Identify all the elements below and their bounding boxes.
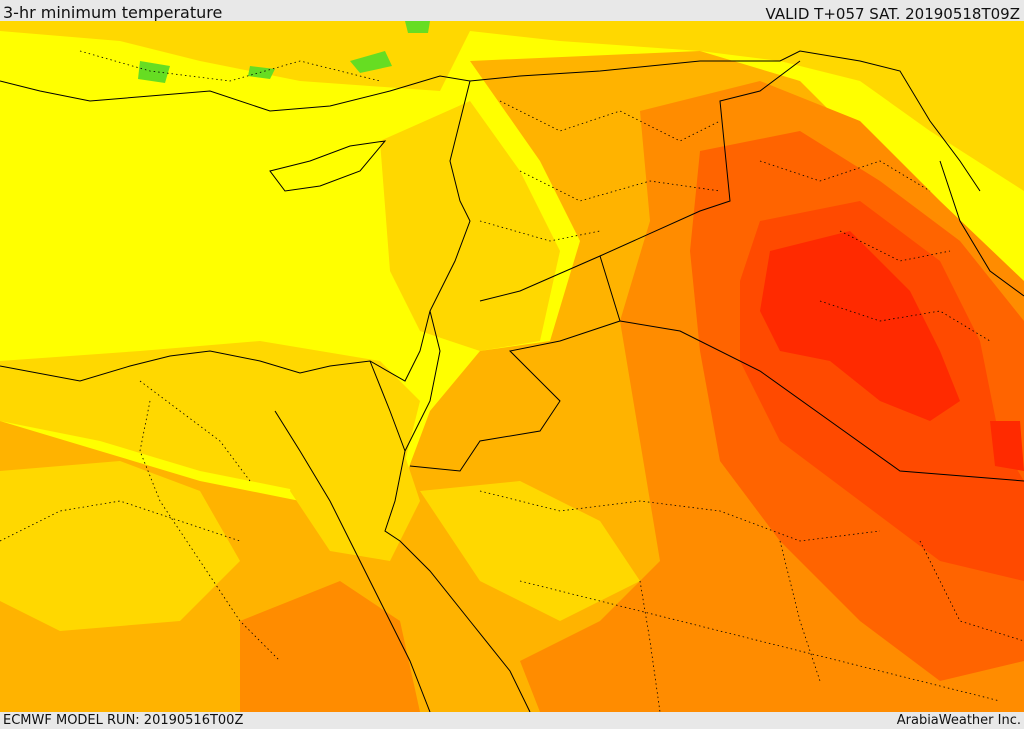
syria-iraq-border: [479, 60, 801, 302]
jordan-saudi-border: [409, 255, 621, 472]
gold-region-hejaz: [420, 481, 640, 621]
gulf-coastline: [939, 160, 1024, 297]
gold-region-sinai: [290, 441, 420, 561]
gold-region-north: [0, 21, 1024, 191]
temperature-map-canvas: [0, 21, 1024, 712]
map-footer: ECMWF MODEL RUN: 20190516T00Z ArabiaWeat…: [0, 712, 1024, 729]
turkey-border: [469, 50, 981, 192]
green-patch-4: [405, 21, 430, 33]
red-sea-east-coast: [384, 450, 531, 712]
red-sea-west-coast: [274, 410, 431, 712]
valid-time-label: VALID T+057 SAT. 20190518T09Z: [765, 5, 1020, 23]
green-patch-1: [138, 61, 170, 83]
gold-region-levant: [380, 101, 560, 351]
egypt-israel-border: [369, 360, 406, 452]
gold-region-egypt-south: [0, 461, 240, 631]
province-boundaries: [0, 50, 1024, 712]
map-title: 3-hr minimum temperature: [3, 3, 223, 22]
jordan-israel-border: [404, 310, 441, 452]
model-run-label: ECMWF MODEL RUN: 20190516T00Z: [3, 713, 244, 728]
green-patch-2: [248, 66, 275, 79]
credit-label: ArabiaWeather Inc.: [896, 713, 1021, 728]
cyprus-outline: [269, 140, 387, 192]
iraq-saudi-border: [619, 320, 1024, 482]
green-patch-3: [350, 51, 392, 73]
orange-region-red-sea: [240, 581, 420, 712]
red-region-iraq: [760, 231, 960, 421]
temperature-map: [0, 21, 1024, 712]
red-region-gulf: [990, 421, 1024, 471]
map-header: 3-hr minimum temperature VALID T+057 SAT…: [0, 0, 1024, 23]
mediterranean-coastline: [0, 75, 471, 382]
